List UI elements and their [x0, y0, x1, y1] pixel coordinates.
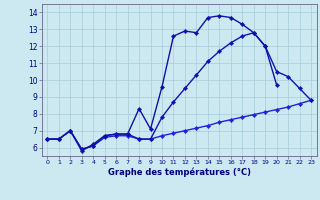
X-axis label: Graphe des températures (°C): Graphe des températures (°C) — [108, 168, 251, 177]
